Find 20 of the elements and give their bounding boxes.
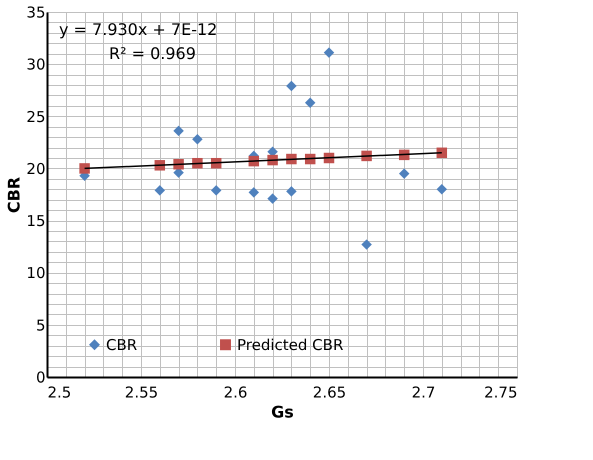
x-tick-label: 2.5 xyxy=(48,384,72,402)
y-tick-label: 0 xyxy=(36,368,46,386)
x-tick-label: 2.55 xyxy=(124,384,158,402)
y-tick-label: 25 xyxy=(26,108,46,126)
annotation: R² = 0.969 xyxy=(109,44,196,63)
legend-label: CBR xyxy=(106,336,138,354)
y-tick-label: 35 xyxy=(26,4,46,22)
x-tick-label: 2.75 xyxy=(484,384,518,402)
y-tick-label: 5 xyxy=(36,316,46,334)
x-tick-label: 2.7 xyxy=(412,384,436,402)
y-tick-label: 30 xyxy=(26,56,46,74)
y-tick-label: 10 xyxy=(26,264,46,282)
y-tick-label: 15 xyxy=(26,212,46,230)
legend-label: Predicted CBR xyxy=(237,336,344,354)
annotation: y = 7.930x + 7E-12 xyxy=(59,20,218,39)
x-tick-label: 2.6 xyxy=(224,384,248,402)
y-axis-title: CBR xyxy=(4,176,24,214)
x-tick-label: 2.65 xyxy=(312,384,346,402)
x-axis-title: Gs xyxy=(271,402,294,422)
y-tick-label: 20 xyxy=(26,160,46,178)
